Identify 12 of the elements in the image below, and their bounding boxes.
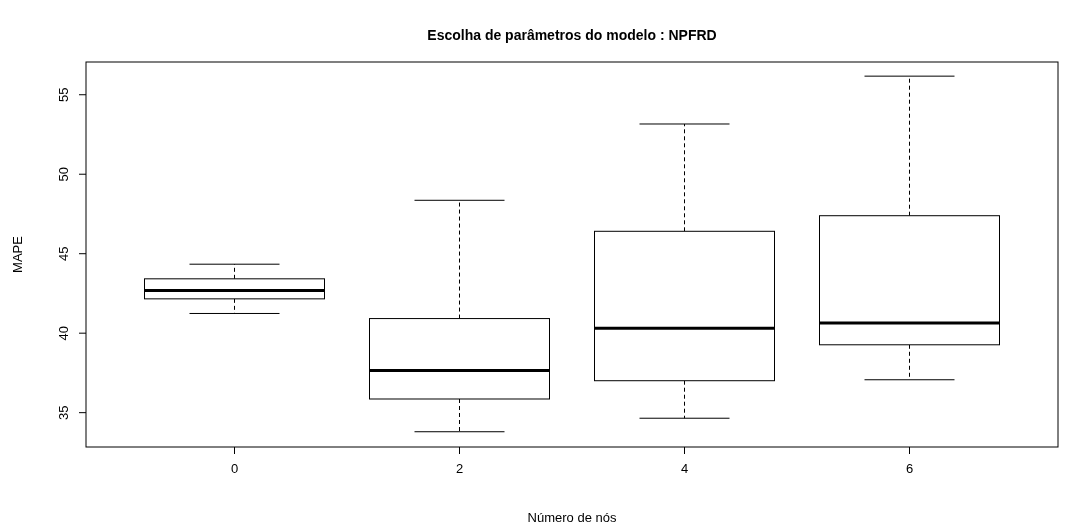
y-axis-title: MAPE (10, 235, 25, 273)
x-tick-label: 0 (230, 461, 239, 476)
y-tick-label: 40 (56, 325, 71, 341)
chart-title: Escolha de parâmetros do modelo : NPFRD (427, 27, 717, 43)
x-axis-title: Número de nós (527, 510, 617, 525)
x-tick-label: 2 (455, 461, 464, 476)
x-tick-label: 4 (680, 461, 689, 476)
y-tick-label: 55 (56, 87, 71, 102)
y-tick-label: 45 (56, 246, 71, 261)
x-tick-label: 6 (905, 461, 914, 476)
y-tick-label: 50 (56, 166, 71, 182)
y-tick-label: 35 (56, 405, 71, 420)
